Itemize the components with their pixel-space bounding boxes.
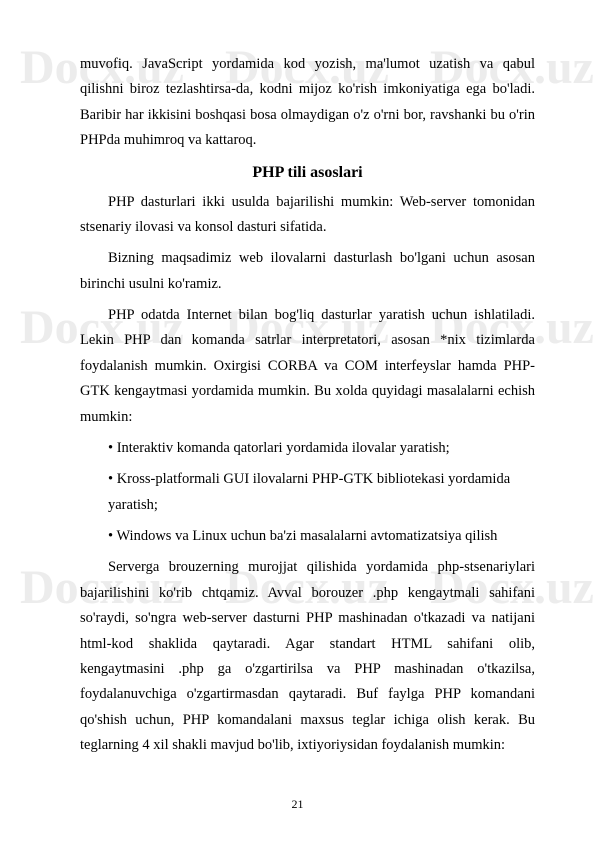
body-paragraph: muvofiq. JavaScript yordamida kod yozish…	[80, 52, 535, 154]
bullet-item: Kross-platformali GUI ilovalarni PHP-GTK…	[80, 467, 535, 518]
section-heading: PHP tili asoslari	[80, 164, 535, 182]
body-paragraph: PHP dasturlari ikki usulda bajarilishi m…	[80, 190, 535, 241]
body-paragraph: Serverga brouzerning murojjat qilishida …	[80, 555, 535, 758]
bullet-item: Windows va Linux uchun ba'zi masalalarni…	[80, 524, 535, 549]
page-content: muvofiq. JavaScript yordamida kod yozish…	[0, 0, 595, 804]
bullet-item: Interaktiv komanda qatorlari yordamida i…	[80, 436, 535, 461]
body-paragraph: PHP odatda Internet bilan bog'liq dastur…	[80, 303, 535, 430]
body-paragraph: Bizning maqsadimiz web ilovalarni dastur…	[80, 246, 535, 297]
